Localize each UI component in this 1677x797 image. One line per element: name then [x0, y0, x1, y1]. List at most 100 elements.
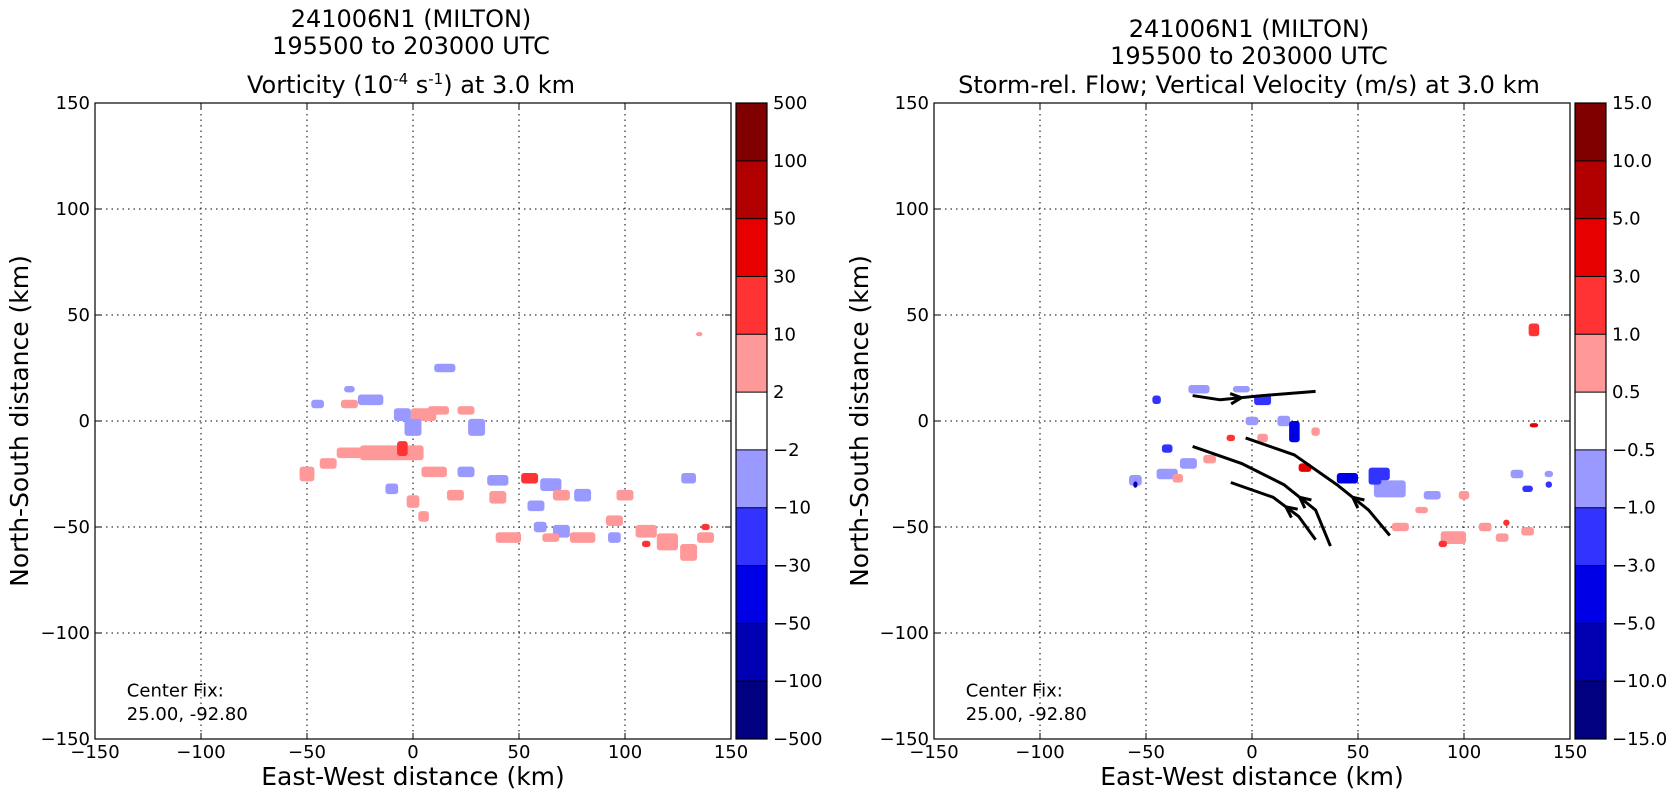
colorbar-segment: [736, 160, 767, 219]
streamline: [1245, 436, 1391, 537]
x-axis-label: East-West distance (km): [261, 762, 565, 791]
data-patch: [418, 511, 429, 522]
colorbar-tick-label: −30: [773, 556, 811, 577]
data-patch: [697, 532, 715, 543]
colorbar-tick-label: 50: [773, 209, 796, 230]
left-title-prefix: Vorticity (10: [247, 71, 393, 99]
colorbar-segment: [736, 623, 767, 682]
data-patch: [540, 478, 562, 491]
data-patch: [1522, 485, 1533, 493]
colorbar-tick-label: −5.0: [1612, 613, 1656, 634]
colorbar-tick-label: −3.0: [1612, 556, 1656, 577]
x-tick-label: 150: [1553, 742, 1587, 763]
colorbar-segment: [736, 681, 767, 739]
colorbar-tick-label: 100: [773, 151, 807, 172]
vertical-velocity-panel: −150 −100 −50 0 50 100 150 −150 −100 −50 0 50 100 150…: [845, 93, 1667, 791]
y-tick-label: 100: [56, 199, 90, 220]
data-patch: [421, 466, 447, 478]
y-axis-label: North-South distance (km): [5, 255, 34, 587]
data-patch: [569, 532, 596, 543]
data-patch: [1478, 522, 1492, 532]
data-patch: [434, 363, 456, 373]
colorbar-segment: [736, 449, 767, 508]
data-patch: [1529, 423, 1539, 428]
data-patch: [542, 533, 560, 542]
left-title-sup-2: -1: [428, 70, 443, 88]
colorbar-segment: [1575, 392, 1606, 450]
data-patch: [446, 489, 464, 501]
data-patch: [1161, 444, 1173, 453]
data-patch: [427, 406, 450, 415]
center-fix-value: 25.00, -92.80: [966, 704, 1087, 725]
colorbar-tick-label: −1.0: [1612, 498, 1656, 519]
colorbar-tick-label: 500: [773, 93, 807, 114]
data-patch: [299, 466, 315, 482]
x-tick-label: 0: [1246, 742, 1257, 763]
data-patch: [360, 445, 424, 461]
left-title-line-1: 241006N1 (MILTON): [291, 5, 532, 33]
x-tick-label: −100: [1015, 742, 1064, 763]
colorbar-tick-label: −100: [773, 671, 822, 692]
data-patch: [608, 532, 621, 543]
x-tick-label: −50: [288, 742, 326, 763]
colorbar-tick-label: 1.0: [1612, 324, 1641, 345]
data-patch: [680, 543, 698, 561]
data-patch: [616, 489, 634, 501]
left-title-sup-1: -4: [393, 70, 408, 88]
data-patch: [605, 515, 623, 526]
streamline-arrowhead: [1297, 495, 1312, 509]
data-patch: [1545, 481, 1552, 488]
data-patch: [406, 495, 420, 508]
colorbar-segment: [1575, 218, 1606, 277]
left-title-middle: s: [408, 71, 428, 99]
y-tick-label: −150: [880, 729, 929, 750]
data-patch: [656, 533, 678, 551]
left-title-suffix: ) at 3.0 km: [443, 71, 575, 99]
colorbar-tick-label: 2: [773, 382, 784, 403]
data-patch: [336, 447, 363, 459]
data-patch: [1277, 415, 1291, 427]
data-patch: [1203, 454, 1216, 464]
y-tick-label: 0: [918, 411, 929, 432]
data-patch: [1528, 323, 1540, 337]
colorbar-tick-label: −0.5: [1612, 440, 1656, 461]
colorbar-segment: [1575, 103, 1606, 161]
colorbar-segment: [736, 103, 767, 161]
streamline: [1192, 445, 1332, 547]
colorbar-segment: [1575, 623, 1606, 682]
data-patch: [1423, 490, 1441, 500]
x-tick-label: 0: [407, 742, 418, 763]
x-tick-label: −100: [176, 742, 225, 763]
data-patch: [319, 458, 337, 469]
left-title-line-2: 195500 to 203000 UTC: [272, 32, 550, 60]
data-patch: [340, 399, 358, 409]
data-patch: [1311, 427, 1320, 436]
data-patch: [574, 488, 592, 502]
y-tick-label: 50: [906, 305, 929, 326]
colorbar-tick-label: −500: [773, 729, 822, 750]
data-patch: [1289, 421, 1300, 443]
data-patch: [1391, 522, 1409, 532]
colorbar-segment: [1575, 681, 1606, 739]
colorbar-segment: [1575, 565, 1606, 624]
colorbar-segment: [1575, 160, 1606, 219]
data-patch: [1245, 416, 1259, 426]
colorbar-tick-label: 3.0: [1612, 266, 1641, 287]
left-title-line-3: Vorticity (10-4 s-1) at 3.0 km: [247, 70, 575, 99]
data-patch: [1495, 533, 1509, 542]
data-patch: [696, 331, 703, 337]
data-patch: [357, 394, 384, 406]
data-patch: [635, 524, 657, 538]
colorbar-tick-label: −50: [773, 613, 811, 634]
y-tick-label: 150: [895, 93, 929, 114]
data-patch: [1438, 540, 1448, 548]
data-patch: [1133, 481, 1138, 488]
colorbar-segment: [1575, 507, 1606, 566]
data-patch: [1440, 531, 1467, 544]
x-axis-label: East-West distance (km): [1100, 762, 1404, 791]
y-tick-label: −50: [891, 517, 929, 538]
data-patch: [641, 540, 651, 548]
colorbar-tick-label: −10: [773, 498, 811, 519]
data-patch: [552, 489, 570, 501]
